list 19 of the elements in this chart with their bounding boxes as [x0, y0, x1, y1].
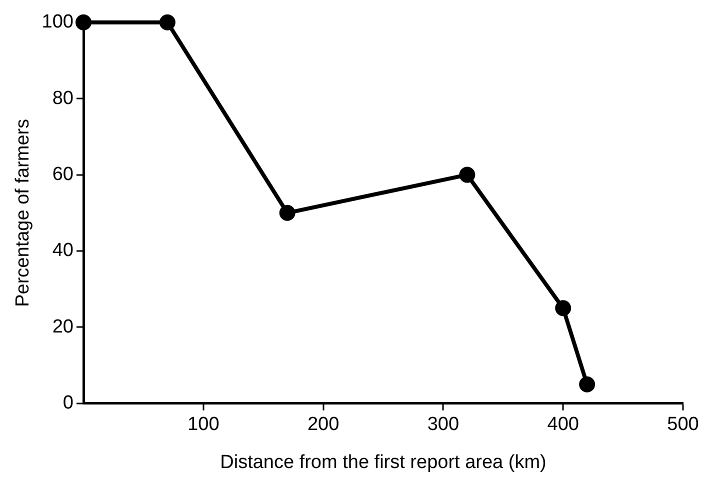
x-tick-label: 300 [427, 414, 460, 436]
y-axis-title: Percentage of farmers [12, 118, 34, 307]
x-tick-label: 500 [667, 414, 699, 436]
x-axis-title: Distance from the first report area (km) [220, 452, 546, 473]
y-tick-label: 100 [42, 12, 74, 33]
point [279, 204, 296, 221]
x-tick-label: 200 [307, 414, 340, 436]
point [459, 166, 476, 183]
point [159, 14, 176, 30]
point [76, 14, 92, 30]
y-tick-label: 80 [52, 88, 74, 109]
point [579, 376, 596, 392]
y-tick-label: 20 [52, 316, 74, 338]
y-tick-label: 40 [52, 240, 74, 262]
x-tick-label: 400 [547, 414, 579, 436]
point [555, 300, 572, 316]
y-tick-label: 60 [52, 164, 74, 186]
y-tick-label: 0 [62, 392, 74, 414]
x-tick-label: 100 [188, 414, 220, 436]
